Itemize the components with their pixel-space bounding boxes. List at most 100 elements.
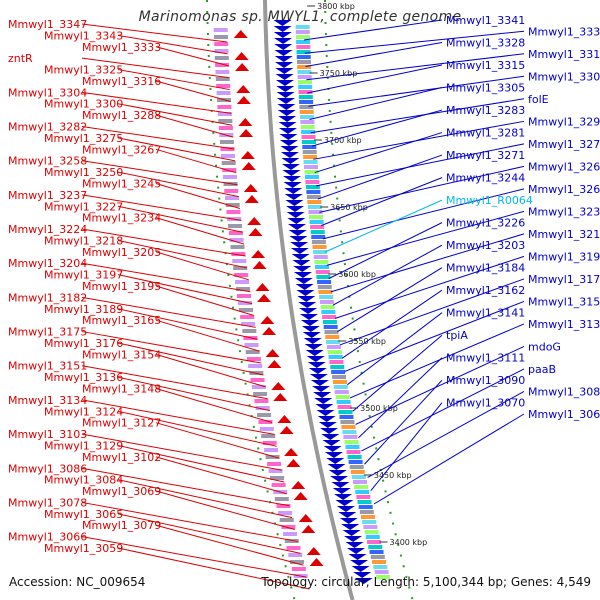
reverse-gene-mark [276, 92, 295, 98]
gene-label-left[interactable]: Mmwyl1_3267 [82, 143, 161, 156]
gene-label-right[interactable]: Mmwyl1_3273 [528, 138, 600, 151]
gene-label-left[interactable]: Mmwyl1_3275 [44, 132, 123, 145]
category-block [300, 120, 315, 124]
gene-label-right[interactable]: Mmwyl1_3330 [528, 25, 600, 38]
gene-label-right[interactable]: Mmwyl1_3141 [446, 307, 525, 320]
gene-label-right[interactable]: Mmwyl1_3306 [528, 70, 600, 83]
connector-right [332, 244, 443, 306]
gene-label-right[interactable]: Mmwyl1_3162 [446, 284, 525, 297]
gene-label-right[interactable]: tpiA [446, 329, 468, 342]
gene-label-left[interactable]: Mmwyl1_3227 [44, 200, 123, 213]
gene-label-right[interactable]: Mmwyl1_3216 [528, 228, 600, 241]
guide-curve [324, 0, 414, 600]
gene-label-left[interactable]: Mmwyl1_3304 [8, 86, 87, 99]
gene-label-left[interactable]: Mmwyl1_3218 [44, 234, 123, 247]
gene-label-right[interactable]: Mmwyl1_3081 [528, 385, 600, 398]
gene-label-left[interactable]: Mmwyl1_3195 [82, 280, 161, 293]
gene-label-left[interactable]: Mmwyl1_3066 [8, 531, 87, 544]
gene-label-right[interactable]: Mmwyl1_3283 [446, 104, 525, 117]
scale-label: 3700 kbp [324, 136, 362, 145]
connector-right [328, 222, 443, 280]
gene-label-left[interactable]: Mmwyl1_3250 [44, 166, 123, 179]
category-block [370, 555, 385, 559]
gene-label-right[interactable]: Mmwyl1_3203 [446, 239, 525, 252]
gene-label-left[interactable]: Mmwyl1_3237 [8, 189, 87, 202]
gene-label-right[interactable]: Mmwyl1_3062 [528, 408, 600, 421]
gene-label-left[interactable]: Mmwyl1_3224 [8, 223, 87, 236]
gene-label-left[interactable]: Mmwyl1_3189 [44, 303, 123, 316]
gene-label-left[interactable]: Mmwyl1_3079 [82, 519, 161, 532]
gene-label-left[interactable]: Mmwyl1_3059 [44, 542, 123, 555]
gene-label-right[interactable]: Mmwyl1_3244 [446, 172, 525, 185]
gene-label-left[interactable]: Mmwyl1_3127 [82, 417, 161, 430]
gene-label-left[interactable]: Mmwyl1_3102 [82, 451, 161, 464]
gene-label-left[interactable]: Mmwyl1_3175 [8, 326, 87, 339]
gene-label-left[interactable]: Mmwyl1_3103 [8, 428, 87, 441]
gene-label-right[interactable]: paaB [528, 363, 556, 376]
gene-label-right[interactable]: Mmwyl1_3184 [446, 262, 525, 275]
category-block [301, 135, 316, 139]
gene-label-left[interactable]: Mmwyl1_3176 [44, 337, 123, 350]
gene-label-right[interactable]: Mmwyl1_3090 [446, 374, 525, 387]
gene-label-left[interactable]: Mmwyl1_3258 [8, 155, 87, 168]
gene-label-left[interactable]: Mmwyl1_3333 [82, 41, 161, 54]
gene-label-right[interactable]: Mmwyl1_3328 [446, 37, 525, 50]
gene-label-right[interactable]: Mmwyl1_3341 [446, 14, 525, 27]
gene-label-right[interactable]: Mmwyl1_3137 [528, 318, 600, 331]
gene-label-right[interactable]: Mmwyl1_3198 [528, 250, 600, 263]
gene-label-right[interactable]: Mmwyl1_3111 [446, 352, 525, 365]
gene-label-right[interactable]: Mmwyl1_3171 [528, 273, 600, 286]
gene-label-right[interactable]: folE [528, 93, 549, 106]
reverse-gene-mark [339, 518, 358, 524]
gene-label-left[interactable]: Mmwyl1_3129 [44, 439, 123, 452]
gene-label-right[interactable]: Mmwyl1_3294 [528, 115, 600, 128]
gene-label-right[interactable]: Mmwyl1_3317 [528, 48, 600, 61]
gene-label-left[interactable]: zntR [8, 52, 33, 65]
gene-label-left[interactable]: Mmwyl1_3136 [44, 371, 123, 384]
gene-label-right[interactable]: Mmwyl1_R0064 [446, 194, 533, 207]
forward-gene-mark [291, 481, 306, 489]
gene-label-left[interactable]: Mmwyl1_3086 [8, 462, 87, 475]
gene-label-left[interactable]: Mmwyl1_3124 [44, 405, 123, 418]
gene-label-right[interactable]: Mmwyl1_3070 [446, 397, 525, 410]
category-block [321, 310, 336, 314]
gene-label-left[interactable]: Mmwyl1_3343 [44, 29, 123, 42]
gene-label-left[interactable]: Mmwyl1_3151 [8, 360, 87, 373]
gene-label-left[interactable]: Mmwyl1_3197 [44, 269, 123, 282]
gene-label-right[interactable]: Mmwyl1_3281 [446, 127, 525, 140]
gene-label-left[interactable]: Mmwyl1_3084 [44, 474, 123, 487]
gene-label-left[interactable]: Mmwyl1_3234 [82, 212, 161, 225]
gene-label-left[interactable]: Mmwyl1_3065 [44, 508, 123, 521]
gene-label-left[interactable]: Mmwyl1_3325 [44, 64, 123, 77]
gene-label-right[interactable]: Mmwyl1_3315 [446, 59, 525, 72]
gene-label-left[interactable]: Mmwyl1_3205 [82, 246, 161, 259]
gene-label-left[interactable]: Mmwyl1_3245 [82, 177, 161, 190]
gene-label-left[interactable]: Mmwyl1_3316 [82, 75, 161, 88]
gene-label-left[interactable]: Mmwyl1_3134 [8, 394, 87, 407]
gene-label-left[interactable]: Mmwyl1_3282 [8, 121, 87, 134]
gene-label-right[interactable]: Mmwyl1_3260 [528, 160, 600, 173]
gene-label-left[interactable]: Mmwyl1_3154 [82, 348, 161, 361]
gene-label-left[interactable]: Mmwyl1_3165 [82, 314, 161, 327]
gene-label-left[interactable]: Mmwyl1_3288 [82, 109, 161, 122]
gene-label-left[interactable]: Mmwyl1_3300 [44, 98, 123, 111]
gene-label-left[interactable]: Mmwyl1_3182 [8, 291, 87, 304]
category-block [363, 525, 378, 529]
gene-label-right[interactable]: mdoG [528, 340, 561, 353]
category-block [330, 365, 345, 369]
gene-label-right[interactable]: Mmwyl1_3271 [446, 149, 525, 162]
gene-label-right[interactable]: Mmwyl1_3226 [446, 217, 525, 230]
gene-label-left[interactable]: Mmwyl1_3069 [82, 485, 161, 498]
gene-label-right[interactable]: Mmwyl1_3150 [528, 295, 600, 308]
forward-gene-mark [260, 316, 275, 324]
gene-label-left[interactable]: Mmwyl1_3148 [82, 383, 161, 396]
gene-label-right[interactable]: Mmwyl1_3233 [528, 205, 600, 218]
gene-label-left[interactable]: Mmwyl1_3204 [8, 257, 87, 270]
gene-label-left[interactable]: Mmwyl1_3078 [8, 496, 87, 509]
category-block [283, 532, 298, 536]
gene-label-right[interactable]: Mmwyl1_3305 [446, 82, 525, 95]
gene-label-right[interactable]: Mmwyl1_3261 [528, 183, 600, 196]
gene-label-left[interactable]: Mmwyl1_3347 [8, 18, 87, 31]
